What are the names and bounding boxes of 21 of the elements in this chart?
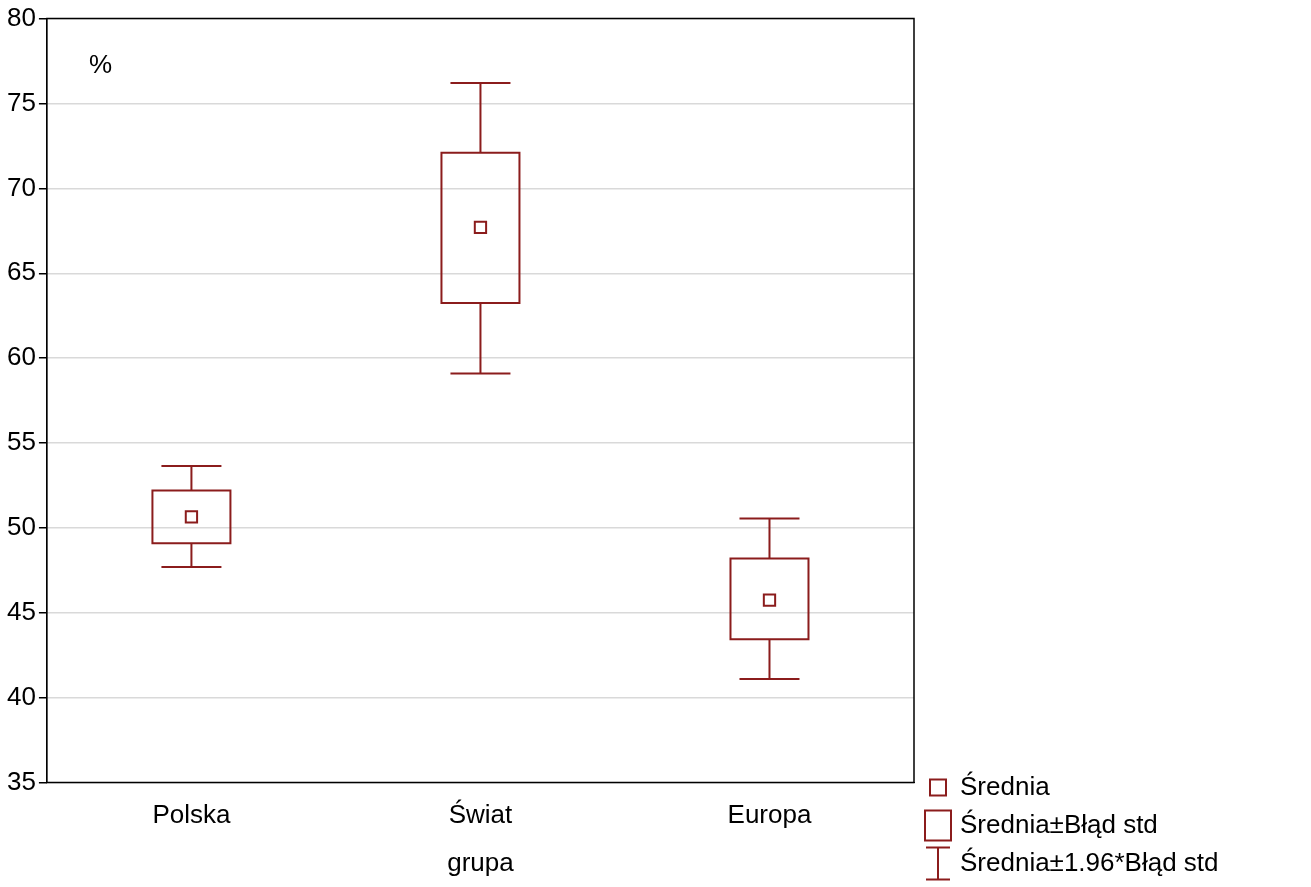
x-axis-title: grupa bbox=[447, 846, 515, 877]
y-tick-label: 75 bbox=[7, 86, 36, 117]
y-tick-label: 55 bbox=[7, 426, 36, 457]
y-tick-label: 45 bbox=[7, 595, 36, 626]
x-tick-label: Polska bbox=[152, 799, 231, 830]
y-tick-label: 50 bbox=[7, 511, 36, 542]
y-tick-label: 60 bbox=[7, 341, 36, 372]
point bbox=[184, 510, 199, 524]
y-tick-label: 80 bbox=[7, 1, 36, 32]
x-tick-label: Świat bbox=[448, 799, 514, 830]
y-tick-label: 35 bbox=[7, 765, 36, 796]
point bbox=[762, 593, 777, 607]
x-tick-label: Europa bbox=[727, 799, 812, 830]
legend-label: Średnia bbox=[960, 770, 1051, 801]
point bbox=[473, 220, 488, 235]
y-tick-label: 65 bbox=[7, 256, 36, 287]
text: Średnia±1.96*Błąd std bbox=[960, 846, 1219, 877]
legend-label: Średnia±Błąd std bbox=[960, 808, 1158, 839]
y-axis-title: % bbox=[88, 48, 113, 79]
y-tick-label: 70 bbox=[7, 171, 36, 202]
y-tick-label: 40 bbox=[7, 680, 36, 711]
